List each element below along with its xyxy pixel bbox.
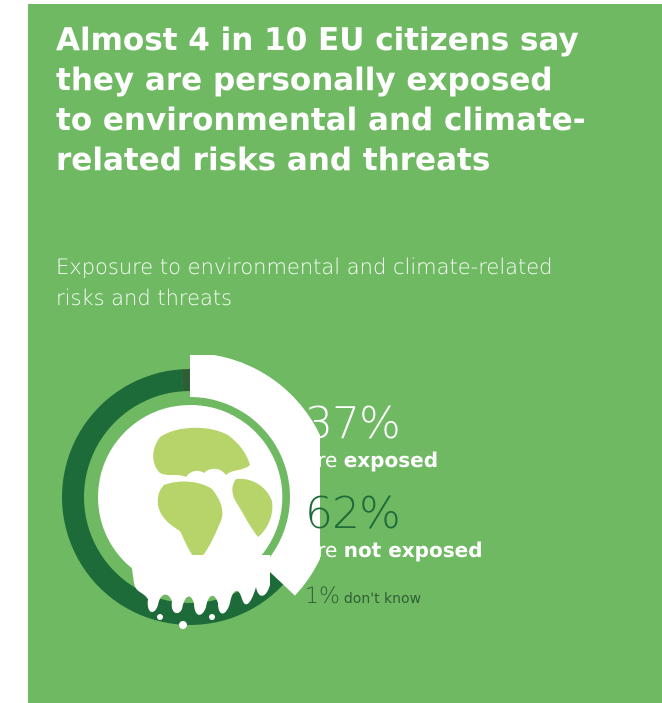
globe-land-africa bbox=[157, 481, 223, 561]
infographic-panel bbox=[28, 4, 662, 703]
chart-title: Exposure to environmental and climate-re… bbox=[56, 255, 553, 310]
not-exposed-percentage: 62% bbox=[305, 488, 401, 539]
stat-dont-know: 1% don't know bbox=[305, 584, 421, 609]
stat-exposed: 37% are exposed bbox=[305, 398, 625, 473]
not-exposed-label: are not exposed bbox=[305, 538, 483, 562]
melt-drips bbox=[130, 555, 270, 615]
donut-segment-dont-know bbox=[181, 369, 190, 392]
melt-drop bbox=[157, 614, 163, 620]
globe-land-europe bbox=[153, 427, 250, 477]
melt-drop bbox=[209, 614, 215, 620]
dont-know-percentage: 1% bbox=[305, 584, 340, 609]
melt-drop bbox=[179, 621, 187, 629]
stat-not-exposed: 62% are not exposed bbox=[305, 488, 625, 563]
exposed-percentage: 37% bbox=[305, 398, 401, 449]
donut-segment-exposed bbox=[190, 355, 320, 596]
dont-know-label: don't know bbox=[343, 591, 422, 607]
headline: Almost 4 in 10 EU citizens say they are … bbox=[56, 22, 586, 178]
globe-land-asia bbox=[232, 478, 273, 537]
melting-globe-icon bbox=[98, 404, 283, 629]
donut-chart bbox=[61, 355, 320, 629]
donut-segment-not-exposed bbox=[61, 369, 284, 625]
exposed-label: are exposed bbox=[305, 448, 439, 472]
donut-ring bbox=[61, 355, 320, 625]
